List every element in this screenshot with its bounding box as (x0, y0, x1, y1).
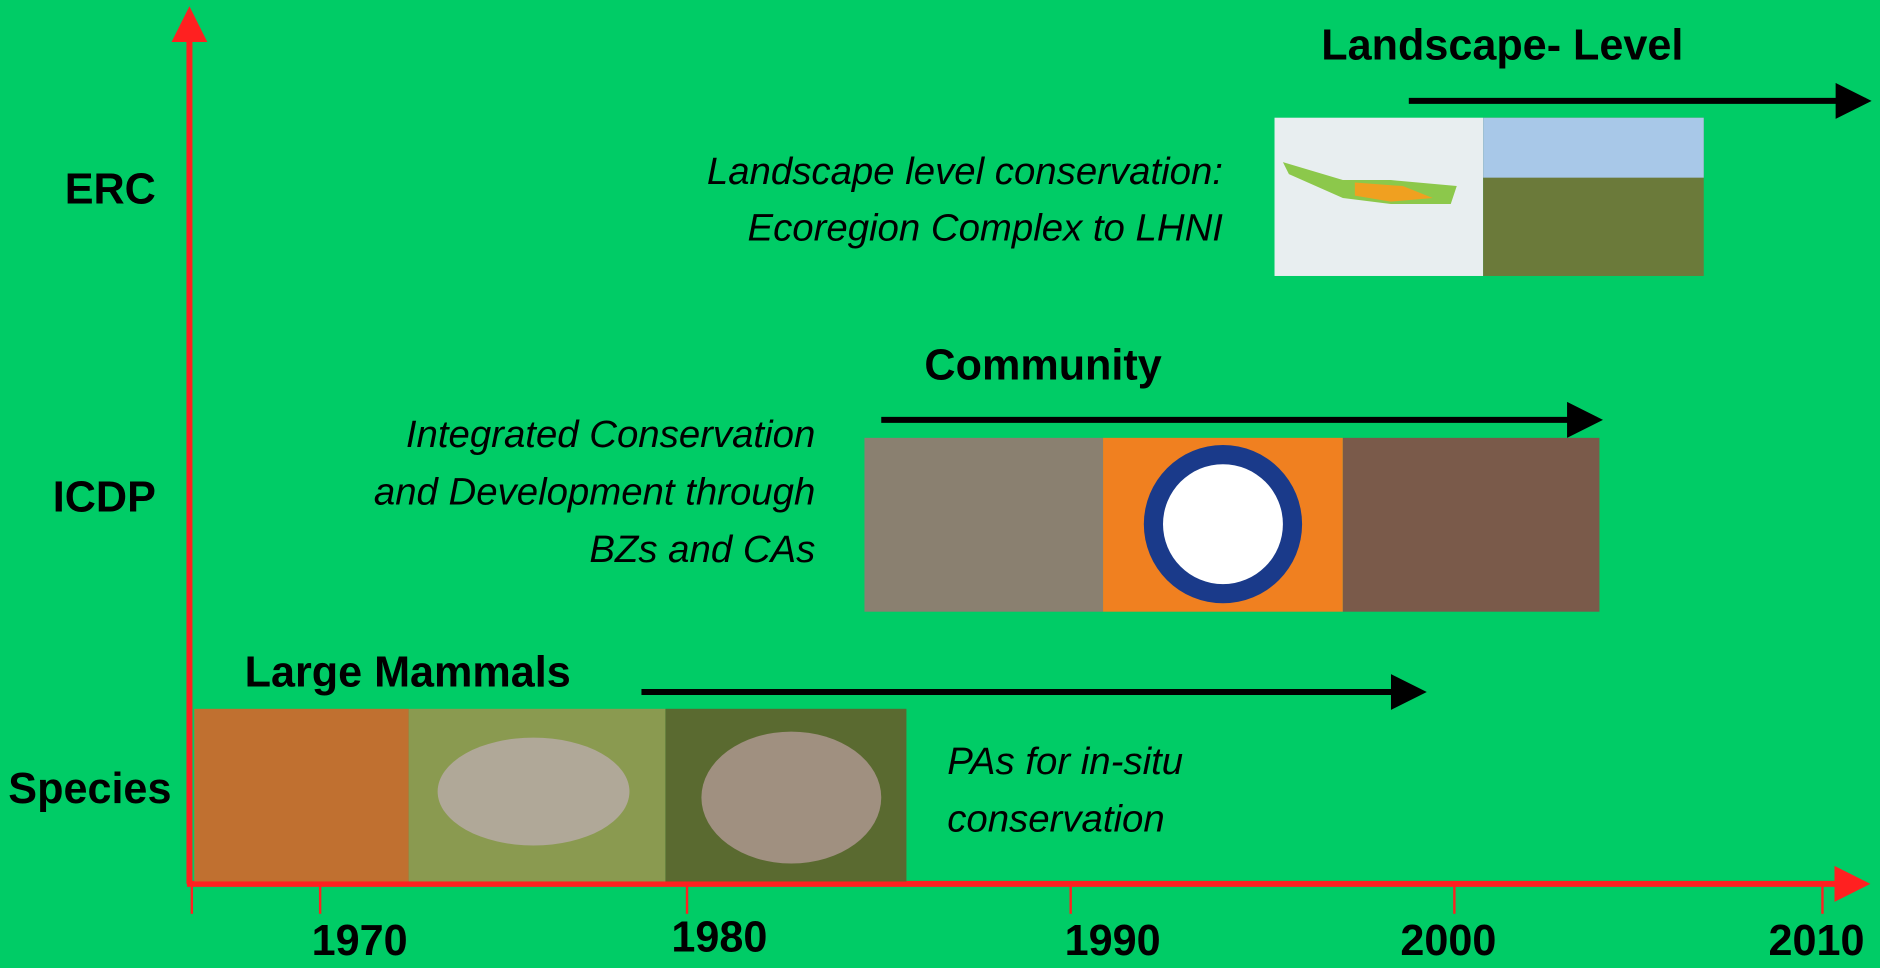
level-heading: Large Mammals (245, 649, 571, 697)
slide: 1970 1980 1990 2000 2010 ERC ICDP Specie… (0, 0, 1880, 968)
elephant-shape (701, 732, 881, 864)
y-label: Species (8, 765, 171, 813)
y-label: ICDP (53, 474, 156, 522)
description: Landscape level conservation: (707, 150, 1223, 193)
x-label: 1970 (312, 917, 408, 965)
y-label: ERC (65, 165, 156, 213)
description: and Development through (374, 470, 815, 513)
people-photo (864, 438, 1103, 612)
rhino-shape (438, 738, 630, 846)
description: Integrated Conservation (406, 413, 815, 456)
page: 1970 1980 1990 2000 2010 ERC ICDP Specie… (0, 0, 1880, 968)
x-label: 2000 (1400, 917, 1496, 965)
description: PAs for in-situ (947, 740, 1183, 783)
description: BZs and CAs (589, 528, 815, 571)
x-label: 1990 (1065, 917, 1161, 965)
landscape-sky (1483, 118, 1704, 178)
x-label: 1980 (671, 914, 767, 962)
description: Ecoregion Complex to LHNI (748, 207, 1224, 250)
logo-inner (1163, 464, 1283, 584)
level-heading: Landscape- Level (1321, 22, 1683, 70)
tiger-photo (194, 709, 409, 882)
x-label: 2010 (1768, 917, 1864, 965)
level-heading: Community (924, 342, 1161, 390)
meeting-photo (1343, 438, 1600, 612)
description: conservation (947, 798, 1164, 841)
